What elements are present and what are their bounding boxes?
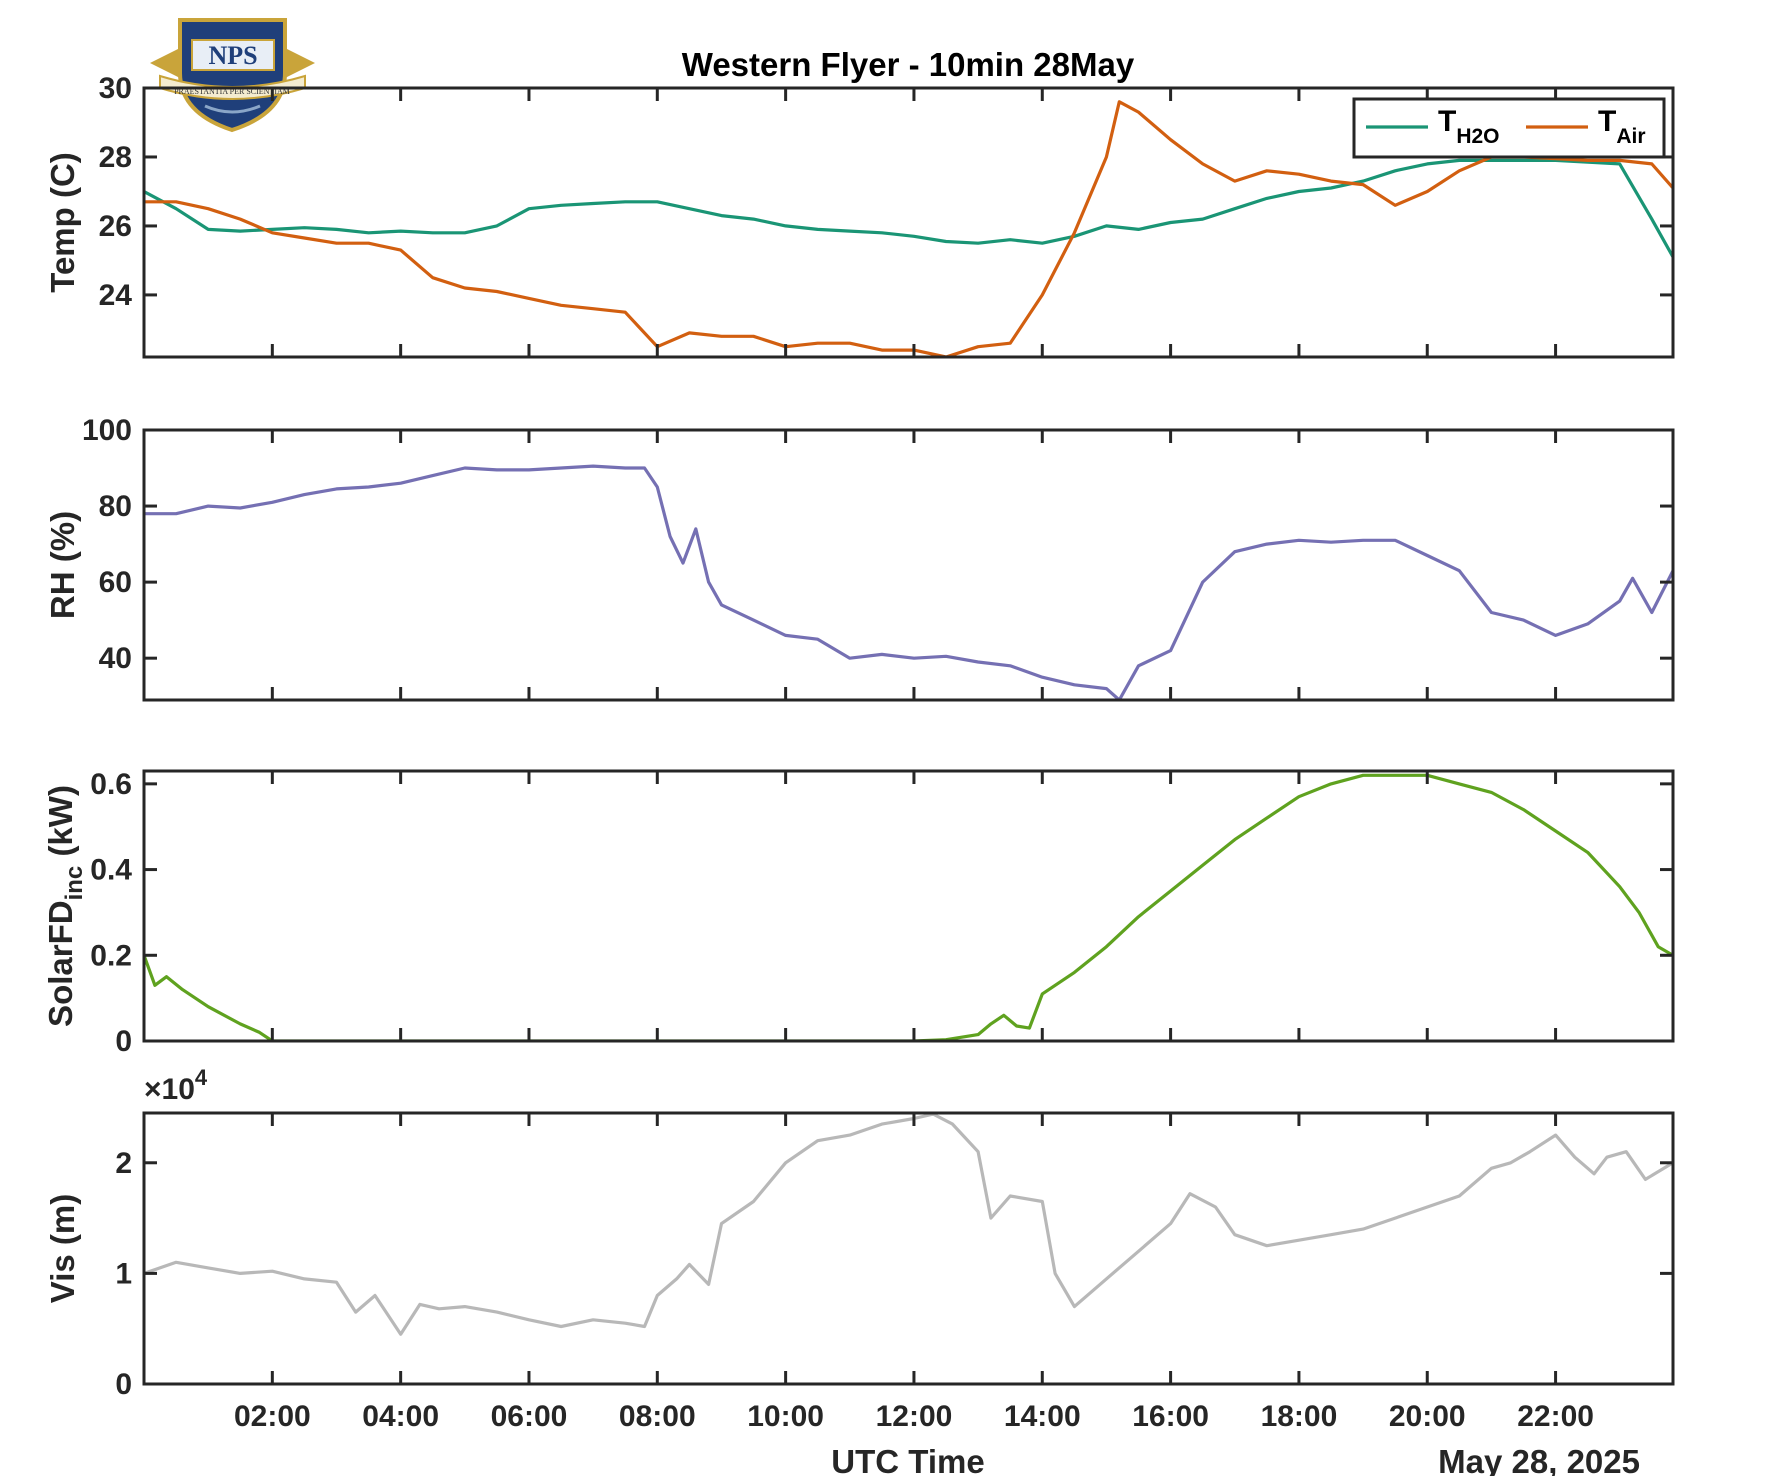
exponent-power: 4 bbox=[195, 1065, 208, 1090]
rh-ytick-label: 80 bbox=[99, 490, 132, 523]
exponent-base: ×10 bbox=[144, 1073, 195, 1106]
temp-y-axis-label: Temp (C) bbox=[44, 152, 81, 293]
temp-series-t-air-line bbox=[144, 100, 1673, 357]
logo-motto: PRAESTANTIA PER SCIENTIAM bbox=[174, 87, 290, 96]
vis-exponent-label: ×104 bbox=[144, 1065, 208, 1106]
legend-label-air: TAir bbox=[1598, 105, 1646, 148]
vis-y-axis-label: Vis (m) bbox=[44, 1194, 81, 1303]
vis-ytick-label: 2 bbox=[115, 1147, 132, 1180]
rh-ytick-label: 60 bbox=[99, 566, 132, 599]
logo-ribbon-left bbox=[150, 48, 180, 78]
x-tick-label: 06:00 bbox=[491, 1400, 568, 1433]
solar-ylabel-main: SolarFD bbox=[42, 900, 79, 1027]
chart-title: Western Flyer - 10min 28May bbox=[682, 46, 1135, 83]
solar-y-axis-label: SolarFDinc (kW) bbox=[42, 785, 88, 1027]
solar-ytick-label: 0.2 bbox=[90, 939, 132, 972]
solar-ylabel-unit: (kW) bbox=[42, 785, 79, 866]
rh-y-axis-label: RH (%) bbox=[44, 511, 81, 619]
x-axis-label: UTC Time bbox=[831, 1443, 984, 1476]
solar-ylabel-sub: inc bbox=[61, 866, 88, 901]
x-tick-label: 08:00 bbox=[619, 1400, 696, 1433]
legend-base: T bbox=[1598, 105, 1616, 138]
x-tick-label: 12:00 bbox=[876, 1400, 953, 1433]
vis-panel: 0 1 2 Vis (m) ×104 02:00 04:00 06:00 08:00 10:00 1… bbox=[44, 1065, 1675, 1433]
temp-axes-box bbox=[142, 86, 1675, 359]
solar-ytick-label: 0 bbox=[115, 1025, 132, 1058]
logo-wave bbox=[204, 104, 261, 114]
vis-axes-box bbox=[142, 1111, 1675, 1386]
x-tick-label: 22:00 bbox=[1517, 1400, 1594, 1433]
legend-sub: H2O bbox=[1456, 125, 1499, 148]
logo-plate bbox=[191, 39, 275, 71]
temp-series-t-h2o-line bbox=[144, 158, 1673, 258]
rh-panel: 40 60 80 100 RH (%) bbox=[44, 414, 1675, 702]
legend-label-h2o: TH2O bbox=[1438, 105, 1500, 148]
solar-axes-box bbox=[142, 769, 1675, 1043]
x-tick-label: 20:00 bbox=[1389, 1400, 1466, 1433]
x-tick-label: 02:00 bbox=[234, 1400, 311, 1433]
temp-ytick-label: 26 bbox=[99, 210, 132, 243]
x-tick-label: 16:00 bbox=[1132, 1400, 1209, 1433]
logo-letters: NPS bbox=[208, 41, 257, 70]
vis-ytick-label: 0 bbox=[115, 1368, 132, 1401]
legend-sub: Air bbox=[1616, 125, 1645, 148]
rh-ytick-label: 40 bbox=[99, 642, 132, 675]
legend-base: T bbox=[1438, 105, 1456, 138]
temp-ytick-label: 28 bbox=[99, 141, 132, 174]
logo-ribbon-right bbox=[285, 48, 315, 78]
vis-ytick-label: 1 bbox=[115, 1257, 132, 1290]
solar-ytick-label: 0.4 bbox=[90, 854, 132, 887]
x-tick-label: 04:00 bbox=[362, 1400, 439, 1433]
x-tick-label: 14:00 bbox=[1004, 1400, 1081, 1433]
x-tick-label: 10:00 bbox=[747, 1400, 824, 1433]
x-tick-label: 18:00 bbox=[1261, 1400, 1338, 1433]
temp-ytick-label: 30 bbox=[99, 72, 132, 105]
date-label: May 28, 2025 bbox=[1438, 1443, 1640, 1476]
rh-ytick-label: 100 bbox=[82, 414, 132, 447]
rh-axes-box bbox=[142, 428, 1675, 702]
solar-ytick-label: 0.6 bbox=[90, 768, 132, 801]
rh-series-0-line bbox=[144, 464, 1673, 700]
temp-ytick-label: 24 bbox=[99, 279, 133, 312]
